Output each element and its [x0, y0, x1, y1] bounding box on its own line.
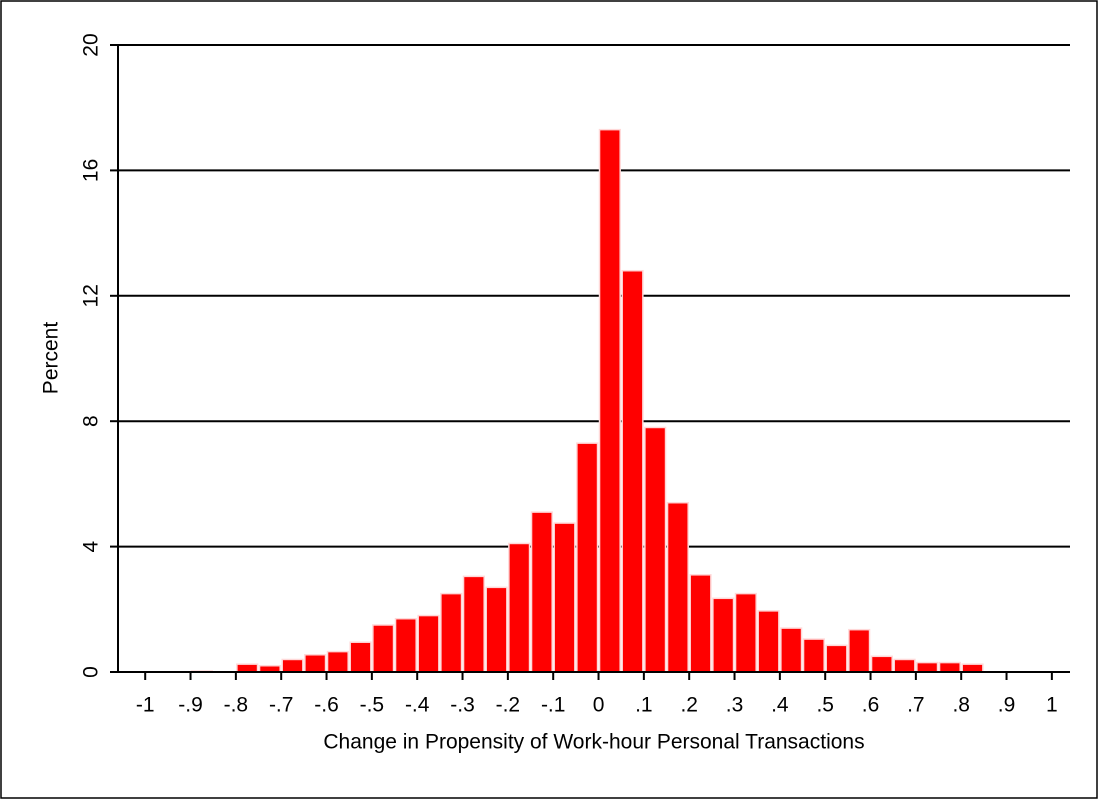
bar [598, 128, 621, 673]
bar [236, 663, 259, 673]
bar [916, 661, 939, 673]
y-tick-label: 0 [80, 666, 103, 678]
x-tick-label: 1 [1046, 694, 1058, 717]
bar [553, 522, 576, 673]
bar [462, 575, 485, 673]
bar [281, 658, 304, 673]
bar [485, 586, 508, 673]
x-tick-label: -.2 [496, 694, 521, 717]
bar [825, 644, 848, 673]
bar [961, 663, 984, 673]
x-tick-label: .3 [726, 694, 744, 717]
bar [757, 610, 780, 673]
bar [802, 638, 825, 673]
x-tick-label: -.5 [360, 694, 385, 717]
bar [576, 442, 599, 673]
x-tick-label: .8 [952, 694, 970, 717]
x-tick-label: -.9 [178, 694, 203, 717]
bar [349, 641, 372, 673]
x-tick-label: .7 [907, 694, 925, 717]
bar [893, 658, 916, 673]
x-tick-label: -1 [136, 694, 155, 717]
bar [666, 501, 689, 673]
bar [644, 426, 667, 673]
x-tick-label: .4 [771, 694, 789, 717]
bar [780, 627, 803, 673]
x-tick-label: -.4 [405, 694, 430, 717]
bar [689, 574, 712, 673]
x-tick-label: -.3 [450, 694, 475, 717]
x-tick-label: -.1 [541, 694, 566, 717]
x-tick-label: .5 [816, 694, 834, 717]
x-tick-label: .2 [680, 694, 698, 717]
bar [712, 597, 735, 673]
bar [508, 542, 531, 673]
bar [938, 661, 961, 673]
bar [870, 655, 893, 673]
y-tick-label: 12 [80, 284, 103, 307]
x-tick-label: .9 [998, 694, 1016, 717]
bar [326, 650, 349, 673]
bar [304, 654, 327, 673]
y-tick-label: 20 [80, 33, 103, 56]
bar [621, 269, 644, 673]
x-tick-label: 0 [593, 694, 605, 717]
bar [394, 617, 417, 673]
x-tick-label: .1 [635, 694, 653, 717]
bar [372, 624, 395, 673]
bar [848, 628, 871, 673]
y-tick-label: 8 [80, 415, 103, 427]
y-tick-label: 4 [80, 540, 103, 552]
x-tick-label: .6 [862, 694, 880, 717]
x-tick-label: -.6 [314, 694, 339, 717]
x-tick-label: -.7 [269, 694, 294, 717]
bar [734, 592, 757, 673]
x-axis-title: Change in Propensity of Work-hour Person… [323, 731, 864, 754]
y-axis-title: Percent [40, 322, 63, 395]
bar [530, 511, 553, 673]
y-tick-label: 16 [80, 159, 103, 182]
bar [440, 592, 463, 673]
x-tick-label: -.8 [224, 694, 249, 717]
bar [417, 614, 440, 673]
